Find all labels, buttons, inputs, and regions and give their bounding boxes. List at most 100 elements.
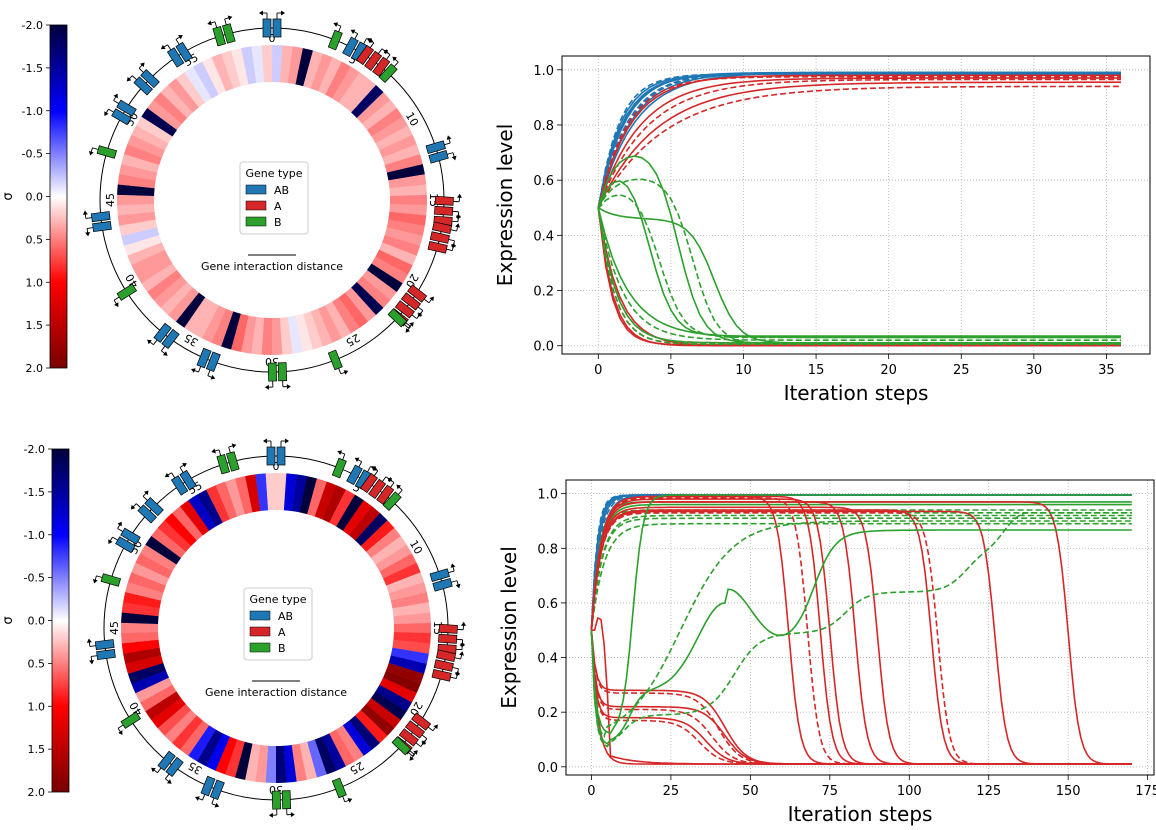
gene-arrow-head: [182, 463, 187, 468]
gene-arrow-head: [433, 724, 438, 730]
ring-tick-label: 35: [186, 759, 205, 777]
ring-segment: [121, 227, 160, 246]
gene-arrow-head: [263, 438, 267, 444]
ring-segment: [329, 489, 356, 527]
gene-arrow-stem: [354, 33, 359, 40]
legend-swatch-B: [249, 642, 271, 653]
ring-segment: [342, 720, 373, 756]
gene-marker-AB: [164, 463, 197, 496]
ring-segment: [188, 494, 217, 531]
gene-marker-A: [431, 649, 464, 682]
legend-swatch-AB: [249, 610, 271, 621]
gene-arrow-stem: [338, 368, 342, 375]
colorbar-gradient: [49, 24, 68, 369]
gene-box: [116, 283, 138, 301]
gene-marker-AB: [259, 10, 285, 38]
series-line: [590, 494, 1132, 735]
gene-arrow-head: [210, 374, 216, 380]
ring-segment: [206, 485, 231, 523]
gene-arrow-stem: [427, 726, 434, 732]
gene-arrow-head: [417, 312, 422, 317]
series-line: [597, 77, 1121, 209]
gene-arrow-stem: [157, 767, 162, 773]
gene-arrow-head: [343, 370, 349, 375]
series-line: [590, 522, 1132, 631]
colorbar-tick-label: 2.0: [26, 362, 44, 375]
ring-segment: [317, 305, 342, 343]
ring-segment: [388, 655, 427, 675]
series-line: [590, 517, 1132, 631]
ring-segment: [366, 263, 403, 293]
ring-segment: [392, 602, 431, 617]
ring-segment: [127, 572, 166, 594]
gene-arrow-head: [114, 302, 119, 307]
legend-title: Gene type: [245, 167, 302, 180]
ring-segment: [245, 474, 261, 513]
gene-marker-B: [117, 711, 142, 735]
colorbar-tick-label: 1.0: [28, 700, 46, 713]
series-line: [597, 73, 1121, 208]
ring-segment: [362, 99, 397, 131]
gene-arrow-head: [89, 660, 95, 665]
ring-segment: [379, 553, 417, 579]
ring-segment: [310, 53, 333, 92]
x-tick-label: 0: [594, 363, 602, 378]
ring-tick-label: 45: [108, 621, 121, 635]
gene-arrow-stem: [403, 323, 409, 329]
ring-segment: [131, 249, 169, 275]
ring-tick-label: 25: [347, 759, 366, 777]
gene-arrow-stem: [390, 482, 395, 488]
gene-box: [327, 349, 343, 371]
ring-segment: [234, 741, 253, 780]
gene-marker-AB: [130, 490, 164, 524]
ring-segment: [271, 317, 283, 355]
gene-arrow-head: [92, 578, 98, 584]
legend-swatch-A: [249, 626, 271, 637]
legend-label-B: B: [274, 216, 282, 229]
ring-segment: [283, 744, 297, 783]
ring-segment: [127, 242, 165, 266]
ring-segment: [382, 234, 421, 256]
ring-segment: [211, 308, 234, 347]
gene-box: [205, 351, 221, 373]
series-line: [590, 501, 1132, 765]
ring-tick-label: 45: [104, 193, 117, 207]
gene-arrow-stem: [89, 645, 96, 647]
ring-segment: [145, 691, 182, 720]
x-tick-label: 50: [742, 784, 759, 799]
ring-segment: [384, 154, 423, 173]
ring-segment: [201, 305, 226, 343]
gene-arrow-stem: [211, 797, 215, 804]
legend-label-A: A: [274, 200, 282, 213]
ring-segment: [321, 733, 346, 771]
ring-segment: [235, 476, 253, 515]
gene-marker-AB: [191, 347, 221, 380]
ring-segment: [184, 66, 213, 103]
x-tick-label: 125: [976, 784, 1001, 799]
gene-arrow-head: [104, 111, 109, 116]
ring-tick-label: 10: [407, 538, 425, 557]
gene-box: [331, 457, 347, 479]
gene-box: [272, 18, 282, 38]
series-line: [590, 511, 1132, 765]
ring-segment: [375, 125, 413, 151]
gene-arrow-stem: [342, 796, 346, 803]
ring-segment: [388, 174, 427, 189]
ring-segment: [386, 572, 425, 594]
series-line: [597, 207, 1121, 344]
gene-arrow-stem: [378, 48, 383, 54]
gene-box: [431, 668, 452, 682]
ring-segment: [164, 709, 197, 743]
ring-segment: [261, 45, 273, 83]
ring-segment: [131, 670, 169, 694]
ring-segment: [322, 485, 347, 523]
legend-label-AB: AB: [278, 610, 293, 623]
ring-segment: [221, 50, 241, 89]
ring-segment: [375, 684, 412, 712]
gene-arrow-stem: [138, 68, 144, 73]
gene-marker-A: [427, 221, 460, 254]
series-line: [597, 71, 1121, 208]
gene-marker-AB: [160, 35, 193, 68]
gene-arrow-head: [126, 76, 132, 82]
ring-tick-label: 20: [403, 271, 421, 290]
